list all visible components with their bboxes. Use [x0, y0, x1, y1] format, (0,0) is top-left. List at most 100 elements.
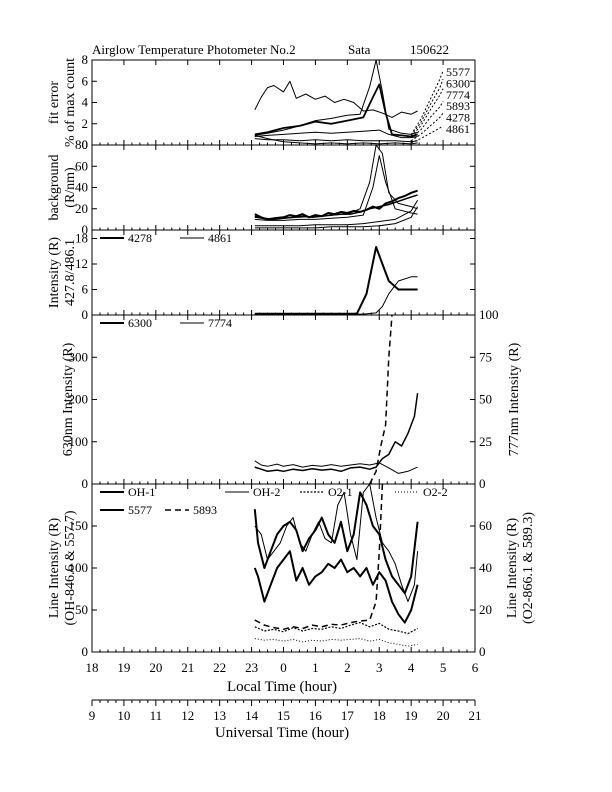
y2-axis-label: Line Intensity (R) [505, 518, 520, 619]
local-time-axis-label: Local Time (hour) [227, 679, 337, 695]
y2-tick-label: 100 [479, 307, 499, 322]
series-group [254, 145, 419, 229]
y-tick-label: 300 [69, 349, 89, 364]
legend-label-7774: 7774 [446, 88, 470, 102]
legend-label-7774: 7774 [208, 316, 232, 330]
series-5577-trend [410, 70, 444, 135]
y2-tick-label: 0 [479, 644, 486, 659]
legend-label-O2-1: O2-1 [328, 485, 353, 499]
y2-tick-label: 25 [479, 434, 492, 449]
legend-label-5893: 5893 [193, 503, 217, 517]
y-axis-label: 630nm Intensity (R) [61, 342, 76, 456]
y-tick-label: 4 [82, 95, 89, 110]
y-tick-label: 8 [82, 52, 89, 67]
site-name: Sata [348, 42, 371, 57]
series-5577 [253, 491, 419, 595]
y-axis-label: fit error [47, 81, 62, 124]
series-7774 [254, 460, 418, 474]
y-axis-label: background [47, 154, 62, 220]
ut-tick-label: 19 [405, 708, 418, 723]
local-time-tick-label: 19 [117, 660, 130, 675]
series-4278-trend [410, 112, 444, 142]
y-tick-label: 0 [82, 307, 89, 322]
series-6300 [254, 80, 418, 118]
ut-tick-label: 14 [245, 708, 259, 723]
y-tick-label: 6 [82, 282, 89, 297]
y2-axis-label: 777nm Intensity (R) [507, 342, 522, 456]
y-tick-label: 12 [75, 256, 88, 271]
y2-tick-label: 50 [479, 392, 492, 407]
ut-tick-label: 15 [277, 708, 290, 723]
date-label: 150622 [410, 42, 449, 57]
y2-tick-label: 0 [479, 476, 486, 491]
series-4278 [254, 138, 418, 143]
y-tick-label: 150 [69, 518, 89, 533]
series-O2-1 [254, 621, 418, 635]
y-tick-label: 50 [75, 602, 88, 617]
y-tick-label: 0 [82, 222, 89, 237]
local-time-tick-label: 23 [245, 660, 258, 675]
legend-label-OH-2: OH-2 [253, 485, 280, 499]
series-5577 [254, 189, 418, 221]
y-tick-label: 2 [82, 116, 89, 131]
legend-label-6300: 6300 [446, 76, 470, 90]
y-tick-label: 18 [75, 231, 88, 246]
series-4861 [254, 134, 418, 145]
series-6300-trend [410, 78, 444, 136]
ut-tick-label: 21 [469, 708, 482, 723]
y-tick-label: 200 [69, 392, 89, 407]
local-time-tick-label: 4 [408, 660, 415, 675]
legend-label-OH-1: OH-1 [128, 485, 155, 499]
y-axis-sublabel: % of max count [63, 58, 78, 147]
series-7774 [254, 60, 418, 136]
ut-tick-label: 12 [181, 708, 194, 723]
series-O2-2 [254, 638, 418, 647]
series-5893 [254, 155, 418, 221]
ut-tick-label: 13 [213, 708, 226, 723]
series-5893 [369, 315, 393, 484]
local-time-tick-label: 3 [376, 660, 383, 675]
y-tick-label: 20 [75, 201, 88, 216]
local-time-tick-label: 18 [86, 660, 99, 675]
legend-label-4278: 4278 [128, 231, 152, 245]
series-5577 [254, 83, 418, 138]
series-5893 [254, 129, 418, 139]
series-4861 [254, 206, 419, 229]
series-OH-2 [254, 484, 419, 603]
panel-background: 0 20 40 60 80 background (R/nm) [47, 137, 476, 237]
y-tick-label: 40 [75, 180, 88, 195]
legend-label-5577: 5577 [446, 65, 470, 79]
y-tick-label: 100 [69, 434, 89, 449]
y2-axis-sublabel: (O2-866.1 & 589.3) [521, 512, 536, 624]
local-time-tick-label: 20 [149, 660, 162, 675]
y2-tick-label: 60 [479, 518, 492, 533]
ut-tick-label: 16 [309, 708, 323, 723]
y-tick-label: 6 [82, 73, 89, 88]
universal-time-axis-label: Universal Time (hour) [215, 725, 349, 741]
panel-frame [91, 314, 476, 485]
panel-intensity-4278-4861: 0 6 12 18 Intensity (R) 427.8/486.1 4278 4861 [47, 229, 476, 322]
series-4861 [254, 276, 418, 315]
y2-tick-label: 75 [479, 349, 492, 364]
local-time-tick-label: 21 [181, 660, 194, 675]
ut-tick-label: 11 [150, 708, 163, 723]
ut-tick-label: 17 [341, 708, 355, 723]
ut-tick-label: 18 [373, 708, 386, 723]
y2-tick-label: 20 [479, 602, 492, 617]
y-tick-label: 0 [82, 644, 89, 659]
series-5893-trend [410, 101, 444, 138]
local-time-tick-label: 1 [312, 660, 319, 675]
series-6300 [254, 194, 418, 221]
series-7774 [254, 145, 418, 220]
y-axis-label: Intensity (R) [47, 237, 62, 308]
universal-time-axis: 9 10 11 12 13 14 15 16 17 18 19 20 21 [89, 699, 482, 723]
legend-label-5577: 5577 [128, 503, 152, 517]
series-4278 [254, 246, 418, 315]
legend-label-O2-2: O2-2 [423, 485, 448, 499]
panel-fit-error: 0 2 4 6 8 fit error% of max count 557763007774… [47, 52, 476, 152]
ut-tick-label: 10 [117, 708, 130, 723]
series-4278 [254, 200, 419, 227]
